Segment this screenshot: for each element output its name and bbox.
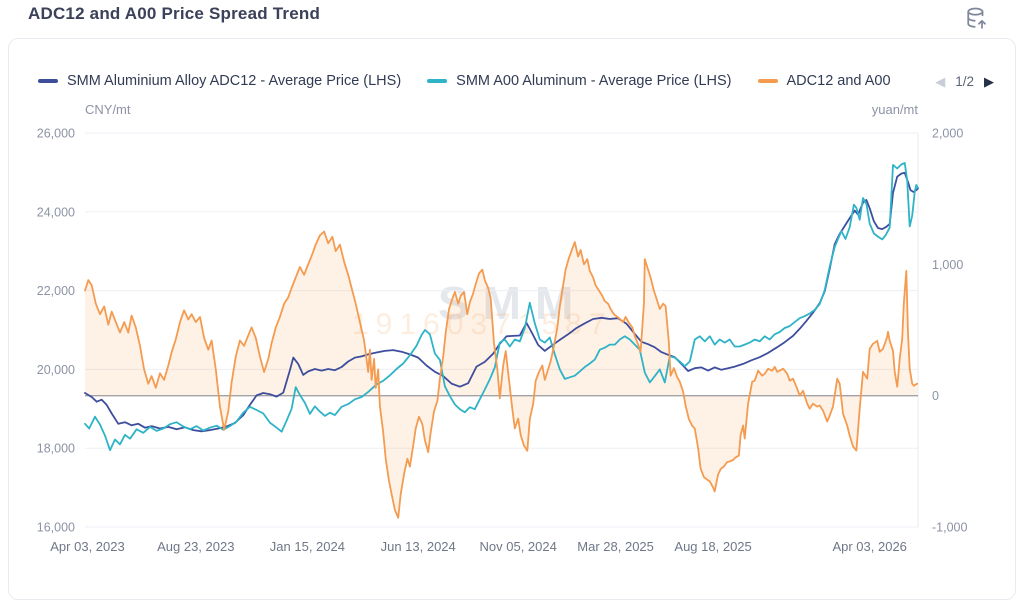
- left-axis-tick: 24,000: [37, 205, 75, 219]
- legend-label-a00: SMM A00 Aluminum - Average Price (LHS): [456, 73, 732, 89]
- legend-marker-adc12: [38, 79, 58, 83]
- left-axis-tick: 18,000: [37, 442, 75, 456]
- legend-item-a00[interactable]: SMM A00 Aluminum - Average Price (LHS): [427, 73, 732, 89]
- legend-label-spread: ADC12 and A00: [786, 73, 891, 89]
- x-axis-tick: Nov 05, 2024: [480, 539, 557, 554]
- x-axis-tick: Apr 03, 2023: [50, 539, 124, 554]
- right-axis-tick: 1,000: [932, 258, 963, 272]
- export-data-button[interactable]: [964, 6, 990, 32]
- series-line: [84, 230, 919, 519]
- x-axis-tick: Apr 03, 2026: [832, 539, 906, 554]
- watermark-phone-number: 19160371587: [352, 308, 613, 342]
- legend-item-adc12[interactable]: SMM Aluminium Alloy ADC12 - Average Pric…: [38, 73, 401, 89]
- x-axis-tick: Aug 18, 2025: [674, 539, 751, 554]
- left-axis-tick: 22,000: [37, 284, 75, 298]
- series-line: [84, 161, 919, 452]
- left-axis-tick: 20,000: [37, 363, 75, 377]
- left-axis-unit: CNY/mt: [85, 102, 131, 117]
- legend-next-page-icon[interactable]: ▶: [984, 73, 994, 89]
- database-export-icon: [967, 7, 986, 29]
- left-axis-tick: 26,000: [37, 127, 75, 141]
- legend-items: SMM Aluminium Alloy ADC12 - Average Pric…: [38, 73, 891, 89]
- chart-card: [8, 38, 1016, 600]
- smm-watermark: SMM: [438, 277, 588, 329]
- page-title: ADC12 and A00 Price Spread Trend: [28, 4, 321, 23]
- spread-area-fill: [85, 231, 918, 518]
- legend-prev-page-icon[interactable]: ◀: [935, 73, 946, 89]
- right-axis-tick: 2,000: [932, 127, 963, 141]
- x-axis-tick: Aug 23, 2023: [157, 539, 234, 554]
- chart-legend: SMM Aluminium Alloy ADC12 - Average Pric…: [38, 70, 994, 92]
- legend-page-indicator: 1/2: [955, 73, 974, 89]
- legend-marker-spread: [757, 79, 778, 83]
- right-axis-tick: -1,000: [932, 521, 967, 535]
- right-axis-tick: 0: [932, 389, 939, 403]
- legend-marker-a00: [427, 79, 448, 83]
- legend-item-spread[interactable]: ADC12 and A00: [757, 73, 891, 89]
- x-axis-tick: Jan 15, 2024: [270, 539, 345, 554]
- left-axis-tick: 16,000: [37, 521, 75, 535]
- price-spread-chart[interactable]: 26,000 24,000 22,000 20,000 18,000 16,000 2,00…: [0, 0, 1024, 568]
- right-axis-unit: yuan/mt: [871, 102, 918, 117]
- x-axis-tick: Jun 13, 2024: [381, 539, 456, 554]
- legend-pager: ◀ 1/2 ▶: [935, 74, 994, 89]
- legend-label-adc12: SMM Aluminium Alloy ADC12 - Average Pric…: [67, 73, 402, 89]
- x-axis-tick: Mar 28, 2025: [577, 539, 654, 554]
